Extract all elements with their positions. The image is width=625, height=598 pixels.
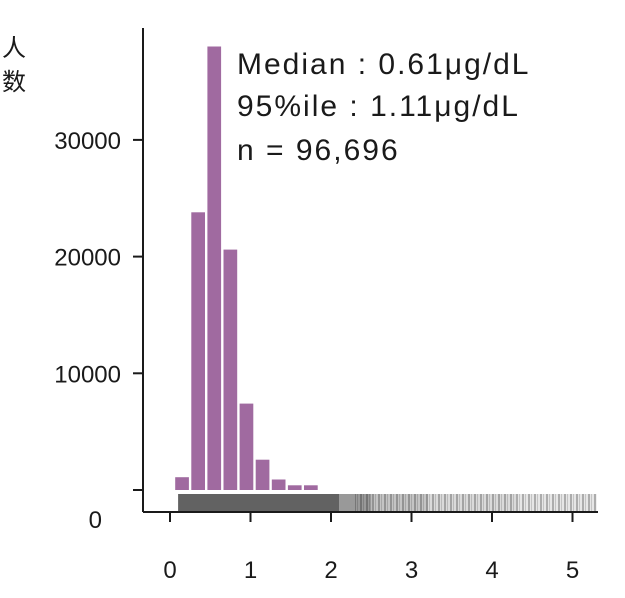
rug-plot bbox=[178, 494, 597, 512]
histogram-bar-9 bbox=[304, 485, 318, 490]
x-tick-label-5: 5 bbox=[566, 557, 579, 584]
annotation-median: Median : 0.61μg/dL bbox=[237, 48, 530, 81]
y-axis-label-line-2: 数 bbox=[2, 68, 26, 96]
histogram-bar-8 bbox=[287, 485, 302, 490]
y-axis-ticks: 0 10000 20000 30000 bbox=[54, 128, 143, 534]
rug-texture bbox=[355, 494, 597, 512]
y-axis-label: 人 数 bbox=[2, 34, 26, 96]
histogram-bar-5 bbox=[239, 403, 254, 490]
x-tick-label-1: 1 bbox=[244, 557, 257, 584]
y-tick-label-30000: 30000 bbox=[54, 128, 121, 155]
histogram-bar-2 bbox=[191, 212, 205, 491]
y-tick-label-0: 0 bbox=[89, 507, 102, 534]
annotation-95pct: 95%ile : 1.11μg/dL bbox=[237, 90, 520, 123]
y-tick-label-20000: 20000 bbox=[54, 245, 121, 272]
histogram-bar-1 bbox=[175, 477, 189, 490]
x-tick-label-2: 2 bbox=[324, 557, 337, 584]
histogram-bar-6 bbox=[255, 459, 270, 490]
annotation-n: n = 96,696 bbox=[237, 134, 400, 167]
y-tick-label-10000: 10000 bbox=[54, 361, 121, 388]
histogram-bars bbox=[175, 46, 318, 491]
histogram-bar-3 bbox=[207, 46, 222, 490]
x-axis-ticks: 0 1 2 3 4 5 bbox=[163, 512, 579, 584]
x-tick-label-0: 0 bbox=[163, 557, 176, 584]
annotation-block: Median : 0.61μg/dL 95%ile : 1.11μg/dL n … bbox=[237, 48, 530, 167]
rug-segment-1 bbox=[178, 494, 340, 512]
x-tick-label-3: 3 bbox=[405, 557, 418, 584]
x-tick-label-4: 4 bbox=[485, 557, 498, 584]
histogram-bar-7 bbox=[271, 479, 286, 490]
histogram-bar-4 bbox=[223, 249, 238, 490]
y-axis-label-line-1: 人 bbox=[2, 34, 26, 62]
